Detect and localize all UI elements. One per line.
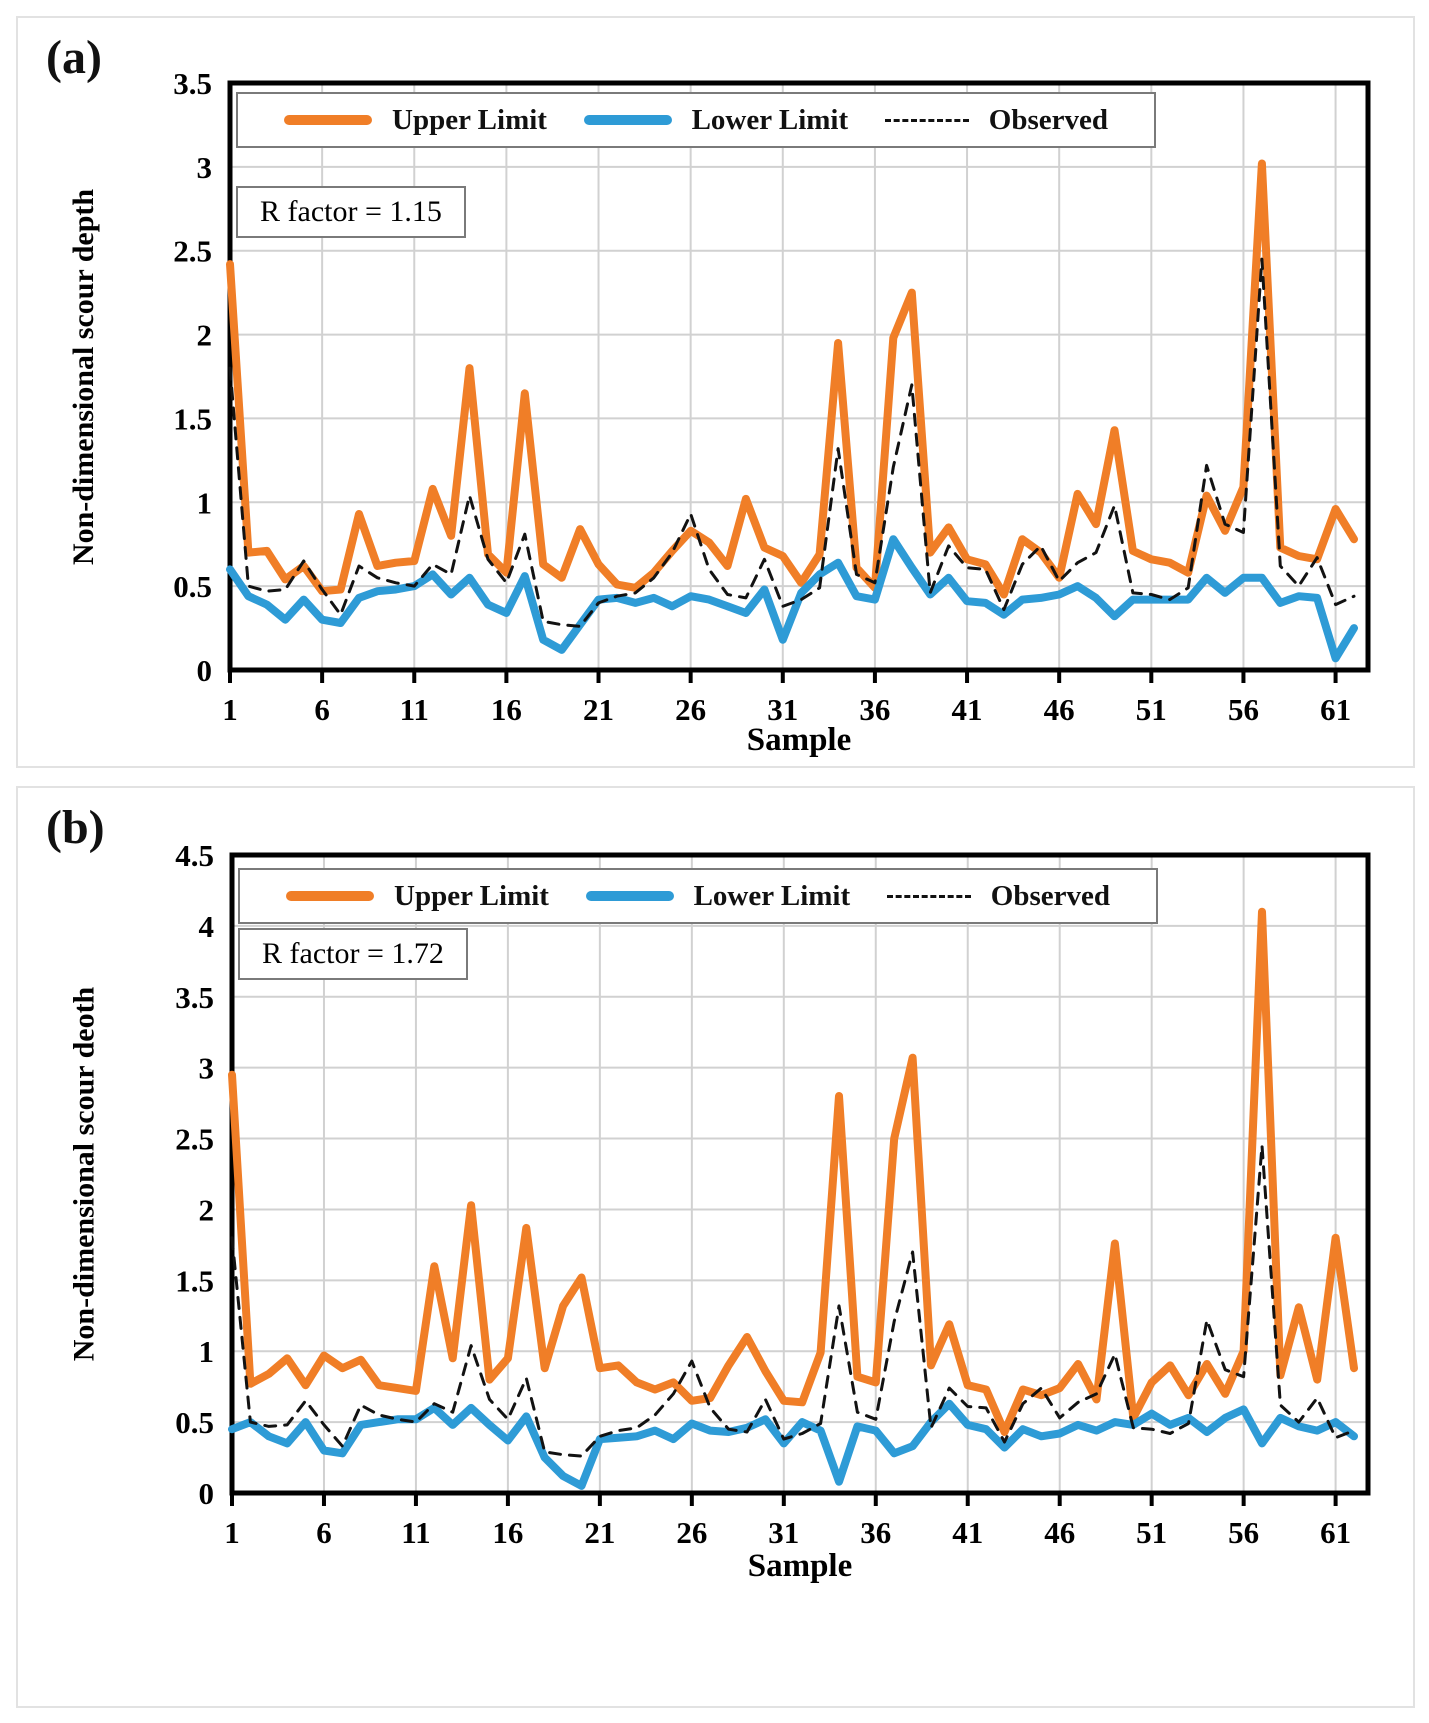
chart-b-plot: 00.511.522.533.544.51 6 11 16 21 26 31 36 41 46 51… <box>175 838 1371 1550</box>
observed-line <box>230 1144 1356 1458</box>
x-tick-label: 41 <box>952 692 983 727</box>
x-tick-label: 16 <box>492 1515 523 1550</box>
x-tick-label: 1 <box>222 692 238 727</box>
observed-swatch-icon <box>884 118 969 122</box>
x-tick-label: 6 <box>314 692 330 727</box>
y-tick-label: 4.5 <box>175 838 214 873</box>
legend-item-lower-limit: Lower Limit <box>585 879 851 913</box>
upper-limit-line <box>228 907 1358 1436</box>
x-axis-title: Sample <box>746 722 852 758</box>
x-tick-label: 11 <box>401 1515 430 1550</box>
r-factor-box: R factor = 1.72 <box>238 928 468 980</box>
y-tick-label: 0 <box>199 1476 215 1511</box>
y-axis-title: Non-dimensional scour depth <box>67 188 100 565</box>
x-tick-label: 51 <box>1136 692 1167 727</box>
x-tick-label: 31 <box>768 1515 799 1550</box>
x-tick-label: 16 <box>491 692 522 727</box>
x-axis-title: Sample <box>747 1548 853 1584</box>
legend-label: Lower Limit <box>691 103 849 136</box>
x-tick-label: 21 <box>583 692 614 727</box>
x-tick-label: 36 <box>860 1515 891 1550</box>
y-tick-label: 1.5 <box>175 1263 214 1298</box>
panel-b-letter: (b) <box>46 801 105 854</box>
upper-limit-swatch-icon <box>286 891 374 901</box>
y-tick-label: 4 <box>199 909 215 944</box>
x-tick-label: 56 <box>1228 1515 1259 1550</box>
legend-label: Upper Limit <box>392 103 547 136</box>
panel-a-letter: (a) <box>46 31 102 84</box>
y-axis-title: Non-dimensional scour deoth <box>67 986 101 1362</box>
y-tick-label: 2.5 <box>173 234 212 269</box>
x-tick-label: 26 <box>675 692 706 727</box>
lower-limit-line <box>228 1399 1358 1490</box>
y-tick-label: 3.5 <box>175 980 214 1015</box>
plot-border <box>229 852 1371 1496</box>
y-tick-label: 1 <box>199 1334 215 1369</box>
x-tick-label: 6 <box>316 1515 332 1550</box>
legend-item-observed: Observed <box>884 103 1108 137</box>
legend-item-observed: Observed <box>886 879 1110 913</box>
observed-swatch-icon <box>886 894 971 898</box>
x-tick-label: 61 <box>1320 1515 1351 1550</box>
x-tick-label: 51 <box>1136 1515 1167 1550</box>
y-tick-label: 0.5 <box>175 1405 214 1440</box>
y-tick-label: 3 <box>199 1051 215 1086</box>
y-tick-label: 0 <box>197 653 213 688</box>
legend-label: Observed <box>988 103 1108 136</box>
legend: Upper Limit Lower Limit Observed <box>236 92 1156 148</box>
y-tick-label: 1 <box>197 485 213 520</box>
panel-a: (a) 0 0.5 1 1.5 2 2.5 3 3.5 1 6 11 16 21 26 31 36 41 46 51… <box>16 16 1415 768</box>
y-tick-label: 2 <box>197 318 213 353</box>
legend-item-lower-limit: Lower Limit <box>583 103 849 137</box>
y-tick-label: 1.5 <box>173 401 212 436</box>
y-tick-label: 0.5 <box>173 569 212 604</box>
legend-item-upper-limit: Upper Limit <box>286 880 549 913</box>
x-tick-label: 46 <box>1044 692 1075 727</box>
lower-limit-swatch-icon <box>585 891 674 901</box>
legend-label: Upper Limit <box>394 879 549 912</box>
legend-label: Observed <box>990 879 1110 912</box>
x-tick-label: 21 <box>584 1515 615 1550</box>
r-factor-box: R factor = 1.15 <box>236 186 466 238</box>
x-tick-label: 46 <box>1044 1515 1075 1550</box>
y-tick-label: 2.5 <box>175 1122 214 1157</box>
lower-limit-swatch-icon <box>583 115 672 125</box>
lower-limit-line <box>226 535 1358 663</box>
legend-label: Lower Limit <box>693 879 851 912</box>
x-tick-label: 26 <box>676 1515 707 1550</box>
upper-limit-line <box>226 159 1358 599</box>
x-tick-label: 61 <box>1320 692 1351 727</box>
x-tick-label: 11 <box>400 692 429 727</box>
x-tick-label: 56 <box>1228 692 1259 727</box>
x-tick-label: 36 <box>859 692 890 727</box>
y-tick-label: 3.5 <box>173 66 212 101</box>
chart-a-plot: 00.511.522.533.51 6 11 16 21 26 31 36 41 46 51 56 61 <box>173 66 1371 727</box>
y-tick-label: 2 <box>199 1192 215 1227</box>
x-tick-label: 1 <box>224 1515 240 1550</box>
legend-item-upper-limit: Upper Limit <box>284 104 547 137</box>
upper-limit-swatch-icon <box>284 115 372 125</box>
x-tick-label: 41 <box>952 1515 983 1550</box>
legend: Upper Limit Lower Limit Observed <box>238 868 1158 924</box>
panel-b: (b) 0 0.5 1 1.5 2 2.5 3 3.5 4 4.5 1 6 11 16 21 26 31 36 41… <box>16 786 1415 1708</box>
observed-line <box>228 257 1356 628</box>
x-tick-label: 31 <box>767 692 798 727</box>
y-tick-label: 3 <box>197 150 213 185</box>
